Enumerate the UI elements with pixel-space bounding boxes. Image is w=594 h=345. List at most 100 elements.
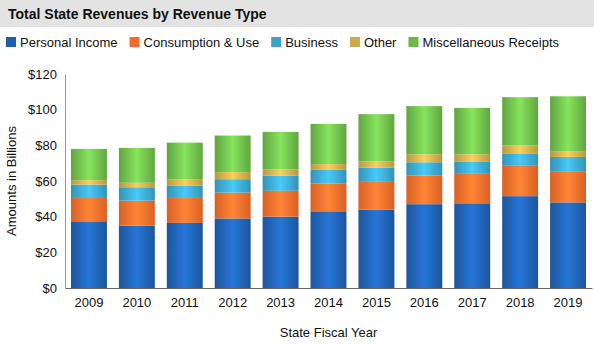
bar-segment [71,149,107,180]
bar-segment [167,143,203,180]
bar-segment [215,172,251,179]
bar-segment [215,218,251,288]
x-tick-label: 2013 [266,295,295,310]
x-tick: 2013 [266,288,295,310]
bar-segment [263,217,299,288]
x-tick-label: 2017 [458,295,487,310]
bar-segment [406,176,442,205]
x-tick: 2017 [458,288,487,310]
y-tick: $20 [35,245,65,260]
bar-segment [263,176,299,191]
y-tick-label: $20 [35,245,57,260]
x-tick-label: 2016 [410,295,439,310]
x-tick: 2015 [362,288,391,310]
x-tick: 2011 [171,288,199,310]
bar-segment [119,187,155,200]
legend-label: Other [364,35,397,50]
bar-segment [358,210,394,288]
x-tick-label: 2014 [314,295,343,310]
legend-item: Consumption & Use [130,35,260,50]
x-tick: 2019 [554,288,583,310]
bar-segment [406,162,442,175]
x-tick-label: 2012 [218,295,247,310]
x-tick: 2010 [122,288,151,310]
legend-swatch [350,37,360,47]
bar-segment [71,197,107,222]
series [71,96,586,182]
y-tick: $40 [35,209,65,224]
y-tick-label: $60 [35,174,57,189]
bar-segment [550,96,586,151]
bar-segment [167,223,203,288]
x-tick: 2009 [74,288,103,310]
y-tick-label: $100 [28,102,57,117]
bar-segment [454,203,490,288]
y-tick-label: $80 [35,138,57,153]
legend-swatch [408,37,418,47]
bar-segment [502,145,538,153]
bar-segment [311,164,347,169]
bar-segment [502,196,538,288]
chart-root: Total State Revenues by Revenue Type Pers… [0,0,594,345]
bar-segment [119,226,155,288]
bar-segment [406,204,442,288]
bar-segment [502,153,538,165]
bar-segment [71,222,107,288]
x-tick-label: 2015 [362,295,391,310]
bar-segment [263,132,299,169]
bar-segment [454,108,490,154]
legend-item: Business [271,35,338,50]
legend-label: Business [285,35,338,50]
x-tick-label: 2010 [122,295,151,310]
y-tick: $60 [35,174,65,189]
y-tick: $100 [28,102,65,117]
bar-segment [215,179,251,192]
bar-segment [263,169,299,175]
x-axis-line [66,288,593,289]
y-tick: $120 [28,67,65,82]
legend-item: Personal Income [6,35,118,50]
bars [71,96,586,288]
legend-item: Miscellaneous Receipts [408,35,559,50]
x-tick-label: 2011 [171,295,199,310]
legend-item: Other [350,35,397,50]
bar-segment [454,174,490,203]
bar-segment [358,182,394,210]
bar-segment [358,168,394,182]
bar-segment [454,154,490,161]
bar-segment [550,152,586,157]
bar-segment [550,202,586,288]
y-axis-line [65,75,66,289]
legend-label: Personal Income [20,35,118,50]
y-tick: $0 [43,281,65,296]
bar-segment [119,148,155,183]
bar-segment [502,166,538,196]
title: Total State Revenues by Revenue Type [8,6,267,22]
bar-segment [215,193,251,219]
x-tick-label: 2009 [74,295,103,310]
bar-segment [263,191,299,217]
legend: Personal Income Consumption & Use Business… [6,35,560,50]
x-tick-label: 2018 [506,295,535,310]
x-tick: 2018 [506,288,535,310]
bar-segment [71,185,107,197]
bar-segment [71,180,107,184]
legend-swatch [271,37,281,47]
bar-segment [550,171,586,202]
legend-swatch [130,37,140,47]
x-tick-label: 2019 [554,295,583,310]
y-tick: $80 [35,138,65,153]
bar-segment [167,185,203,197]
bar-segment [119,201,155,226]
x-tick: 2014 [314,288,343,310]
bar-segment [358,161,394,167]
bar-segment [167,179,203,185]
plot: $0$20$40$60$80$100$120200920102011201220… [28,67,592,311]
x-axis: 2009 2010 2011 2012 2013 2014 2015 2016 2017 2018… [66,288,593,310]
legend-label: Consumption & Use [144,35,260,50]
bar-segment [119,183,155,187]
bar-segment [406,106,442,154]
x-axis-title: State Fiscal Year [280,325,378,340]
bar-segment [215,136,251,173]
bar-segment [502,97,538,145]
